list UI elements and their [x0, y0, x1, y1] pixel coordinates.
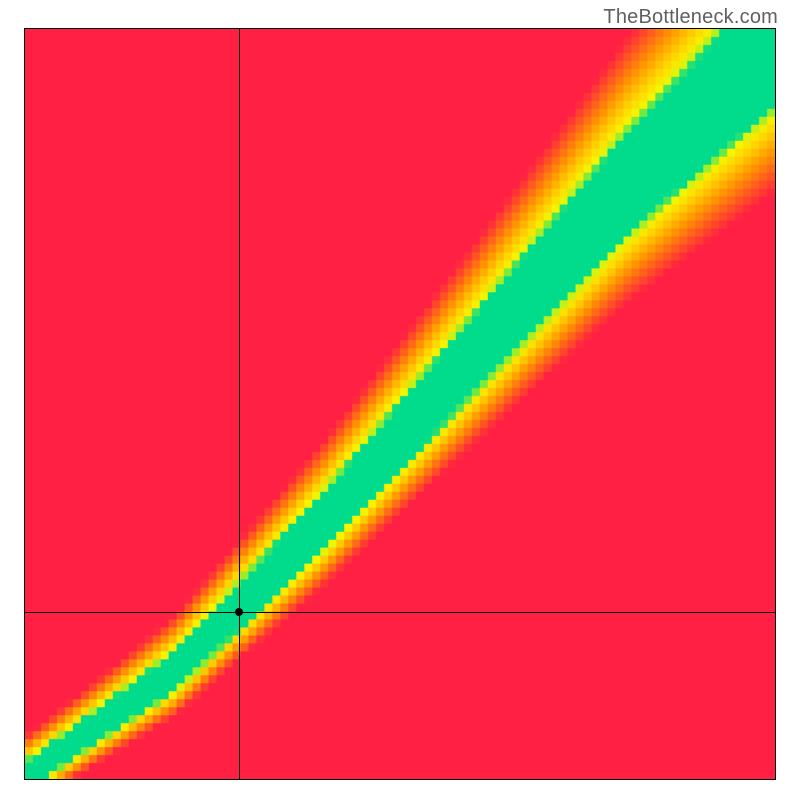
heatmap-canvas	[25, 29, 775, 779]
watermark-text: TheBottleneck.com	[603, 6, 778, 29]
bottleneck-heatmap	[24, 28, 776, 780]
